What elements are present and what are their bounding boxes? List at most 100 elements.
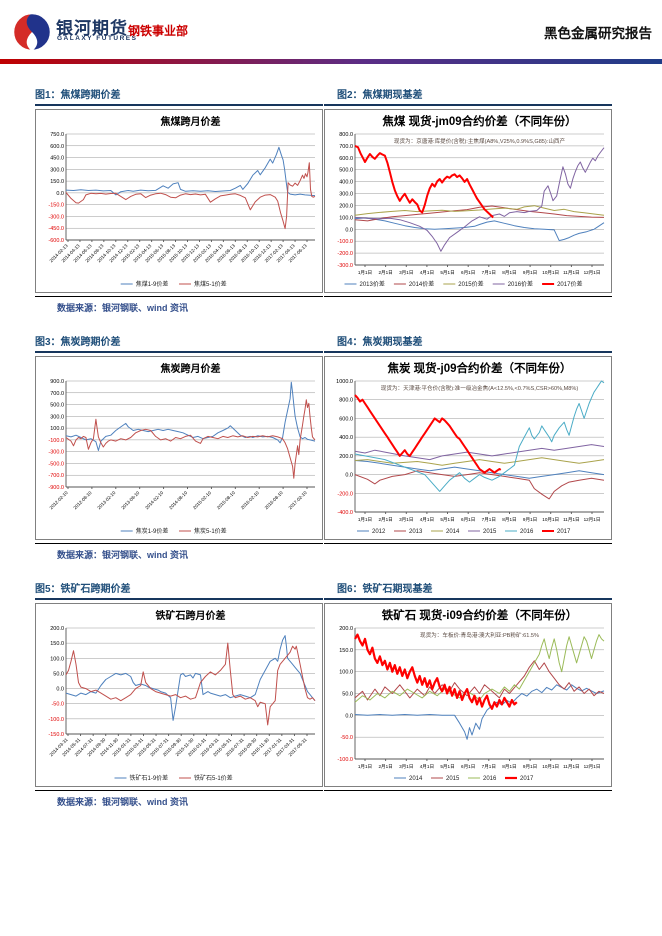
figure-3-source: 数据来源：银河钢联、wind 资讯 xyxy=(35,543,323,561)
figure-5-chart-box: 铁矿石跨月价差 200.0 150.0 100.0 50.0 0.0 -50.0 -100.0… xyxy=(35,603,323,787)
svg-text:-200.0: -200.0 xyxy=(337,491,353,497)
svg-text:铁矿石跨月价差: 铁矿石跨月价差 xyxy=(156,609,226,622)
report-type-title: 黑色金属研究报告 xyxy=(544,26,652,41)
svg-text:10月1日: 10月1日 xyxy=(542,764,559,770)
svg-text:铁矿石1-9价差: 铁矿石1-9价差 xyxy=(130,774,169,782)
svg-text:300.0: 300.0 xyxy=(50,414,64,420)
svg-text:4月1日: 4月1日 xyxy=(420,270,434,276)
figure-6-chart-box: 铁矿石 现货-i09合约价差（不同年份） 200.0 150.0 100.0 50.0 0… xyxy=(324,603,612,787)
svg-text:5月1日: 5月1日 xyxy=(440,517,454,523)
svg-text:300.0: 300.0 xyxy=(50,167,64,173)
svg-text:焦炭跨月价差: 焦炭跨月价差 xyxy=(160,362,221,375)
figure-6-chart-canvas: 铁矿石 现货-i09合约价差（不同年份） 200.0 150.0 100.0 50.0 0… xyxy=(337,608,605,782)
figure-4-source-rule xyxy=(324,543,612,558)
svg-text:600.0: 600.0 xyxy=(339,416,353,422)
svg-text:10月1日: 10月1日 xyxy=(542,517,559,523)
figure-1-chart-box: 焦煤跨月价差 750.0 600.0 450.0 300.0 150.0 0.0 -150.0… xyxy=(35,109,323,293)
svg-text:3月1日: 3月1日 xyxy=(399,270,413,276)
svg-text:7月1日: 7月1日 xyxy=(482,764,496,770)
svg-text:铁矿石 现货-i09合约价差（不同年份）: 铁矿石 现货-i09合约价差（不同年份） xyxy=(382,608,578,622)
svg-text:2012-08-10: 2012-08-10 xyxy=(72,490,92,510)
figure-6-source-rule xyxy=(324,790,612,805)
report-header: 银河期货 GALAXY FUTURES 钢铁事业部 黑色金属研究报告 xyxy=(0,0,662,58)
svg-text:2014-08-10: 2014-08-10 xyxy=(168,490,188,510)
svg-text:700.0: 700.0 xyxy=(50,391,64,397)
svg-text:3月1日: 3月1日 xyxy=(399,764,413,770)
figure-2-caption: 图2：焦煤期现基差 xyxy=(324,86,612,106)
figure-6-caption: 图6：铁矿石期现基差 xyxy=(324,580,612,600)
svg-text:现货为：天津港:平仓价(含税):准一级冶金焦(A<12.5%: 现货为：天津港:平仓价(含税):准一级冶金焦(A<12.5%,<0.7%S,CS… xyxy=(381,384,579,392)
svg-text:200.0: 200.0 xyxy=(50,626,64,632)
svg-text:-400.0: -400.0 xyxy=(337,510,353,516)
svg-text:焦煤 现货-jm09合约价差（不同年份）: 焦煤 现货-jm09合约价差（不同年份） xyxy=(381,114,576,128)
figure-2-source-rule xyxy=(324,296,612,311)
svg-text:12月1日: 12月1日 xyxy=(584,270,601,276)
svg-text:2017: 2017 xyxy=(520,776,534,782)
svg-text:150.0: 150.0 xyxy=(339,648,353,654)
svg-text:2014-02-10: 2014-02-10 xyxy=(144,490,164,510)
svg-text:-50.0: -50.0 xyxy=(51,702,64,708)
svg-text:11月1日: 11月1日 xyxy=(563,270,580,276)
figure-1: 图1：焦煤跨期价差 焦煤跨月价差 750.0 600.0 450.0 300.0 150.… xyxy=(35,86,323,314)
figure-1-chart-canvas: 焦煤跨月价差 750.0 600.0 450.0 300.0 150.0 0.0 -150.0… xyxy=(48,115,316,288)
svg-text:-150.0: -150.0 xyxy=(48,732,64,738)
figure-3-chart-box: 焦炭跨月价差 900.0 700.0 500.0 300.0 100.0 -100.0 -30… xyxy=(35,356,323,540)
svg-text:750.0: 750.0 xyxy=(50,132,64,138)
svg-text:2015-02-10: 2015-02-10 xyxy=(192,490,212,510)
svg-text:450.0: 450.0 xyxy=(50,156,64,162)
svg-text:-300.0: -300.0 xyxy=(337,263,353,269)
galaxy-futures-logo-icon xyxy=(12,12,52,52)
figure-5: 图5：铁矿石跨期价差 铁矿石跨月价差 200.0 150.0 100.0 50.0 0.0… xyxy=(35,580,323,808)
svg-text:100.0: 100.0 xyxy=(339,670,353,676)
svg-text:1月1日: 1月1日 xyxy=(358,764,372,770)
svg-text:12月1日: 12月1日 xyxy=(584,517,601,523)
svg-text:300.0: 300.0 xyxy=(339,192,353,198)
svg-text:2015: 2015 xyxy=(446,776,460,782)
svg-text:2016-08-10: 2016-08-10 xyxy=(264,490,284,510)
svg-text:6月1日: 6月1日 xyxy=(461,517,475,523)
svg-text:2月1日: 2月1日 xyxy=(378,517,392,523)
svg-text:-50.0: -50.0 xyxy=(340,735,353,741)
svg-text:100.0: 100.0 xyxy=(339,215,353,221)
svg-text:8月1日: 8月1日 xyxy=(502,270,516,276)
svg-text:200.0: 200.0 xyxy=(339,626,353,632)
svg-text:2016价差: 2016价差 xyxy=(508,280,533,288)
svg-text:铁矿石5-1价差: 铁矿石5-1价差 xyxy=(194,774,233,782)
svg-text:2013-02-10: 2013-02-10 xyxy=(96,490,116,510)
svg-text:150.0: 150.0 xyxy=(50,179,64,185)
svg-text:2017-02-10: 2017-02-10 xyxy=(288,490,308,510)
svg-text:-150.0: -150.0 xyxy=(48,203,64,209)
svg-text:500.0: 500.0 xyxy=(339,168,353,174)
svg-text:7月1日: 7月1日 xyxy=(482,270,496,276)
company-name-en: GALAXY FUTURES xyxy=(57,35,138,42)
svg-text:现货为：京唐港:库提价(含税):主焦煤(A8%,V25%,0: 现货为：京唐港:库提价(含税):主焦煤(A8%,V25%,0.9%S,G85):… xyxy=(394,137,566,145)
svg-text:-200.0: -200.0 xyxy=(337,251,353,257)
svg-text:2015价差: 2015价差 xyxy=(458,280,483,288)
svg-text:2014: 2014 xyxy=(446,529,460,535)
company-name: 银河期货 xyxy=(56,19,128,38)
svg-text:2012-02-10: 2012-02-10 xyxy=(49,490,69,510)
svg-text:6月1日: 6月1日 xyxy=(461,764,475,770)
svg-text:0.0: 0.0 xyxy=(56,191,64,197)
figure-6: 图6：铁矿石期现基差 铁矿石 现货-i09合约价差（不同年份） 200.0 150.… xyxy=(324,580,612,805)
svg-text:4月1日: 4月1日 xyxy=(420,764,434,770)
svg-text:1月1日: 1月1日 xyxy=(358,517,372,523)
svg-text:2012: 2012 xyxy=(372,529,386,535)
figure-3-caption: 图3：焦炭跨期价差 xyxy=(35,333,323,353)
svg-text:2016-02-10: 2016-02-10 xyxy=(240,490,260,510)
svg-text:800.0: 800.0 xyxy=(339,398,353,404)
figure-5-caption: 图5：铁矿石跨期价差 xyxy=(35,580,323,600)
svg-text:3月1日: 3月1日 xyxy=(399,517,413,523)
svg-text:700.0: 700.0 xyxy=(339,144,353,150)
figure-5-chart-canvas: 铁矿石跨月价差 200.0 150.0 100.0 50.0 0.0 -50.0 -100.0… xyxy=(48,609,316,782)
svg-text:100.0: 100.0 xyxy=(50,656,64,662)
svg-text:50.0: 50.0 xyxy=(342,692,353,698)
svg-text:500.0: 500.0 xyxy=(50,403,64,409)
svg-text:0.0: 0.0 xyxy=(345,227,353,233)
svg-text:11月1日: 11月1日 xyxy=(563,517,580,523)
svg-text:2017: 2017 xyxy=(557,529,571,535)
svg-text:焦炭5-1价差: 焦炭5-1价差 xyxy=(194,527,227,535)
figure-1-source: 数据来源：银河钢联、wind 资讯 xyxy=(35,296,323,314)
svg-text:200.0: 200.0 xyxy=(339,203,353,209)
